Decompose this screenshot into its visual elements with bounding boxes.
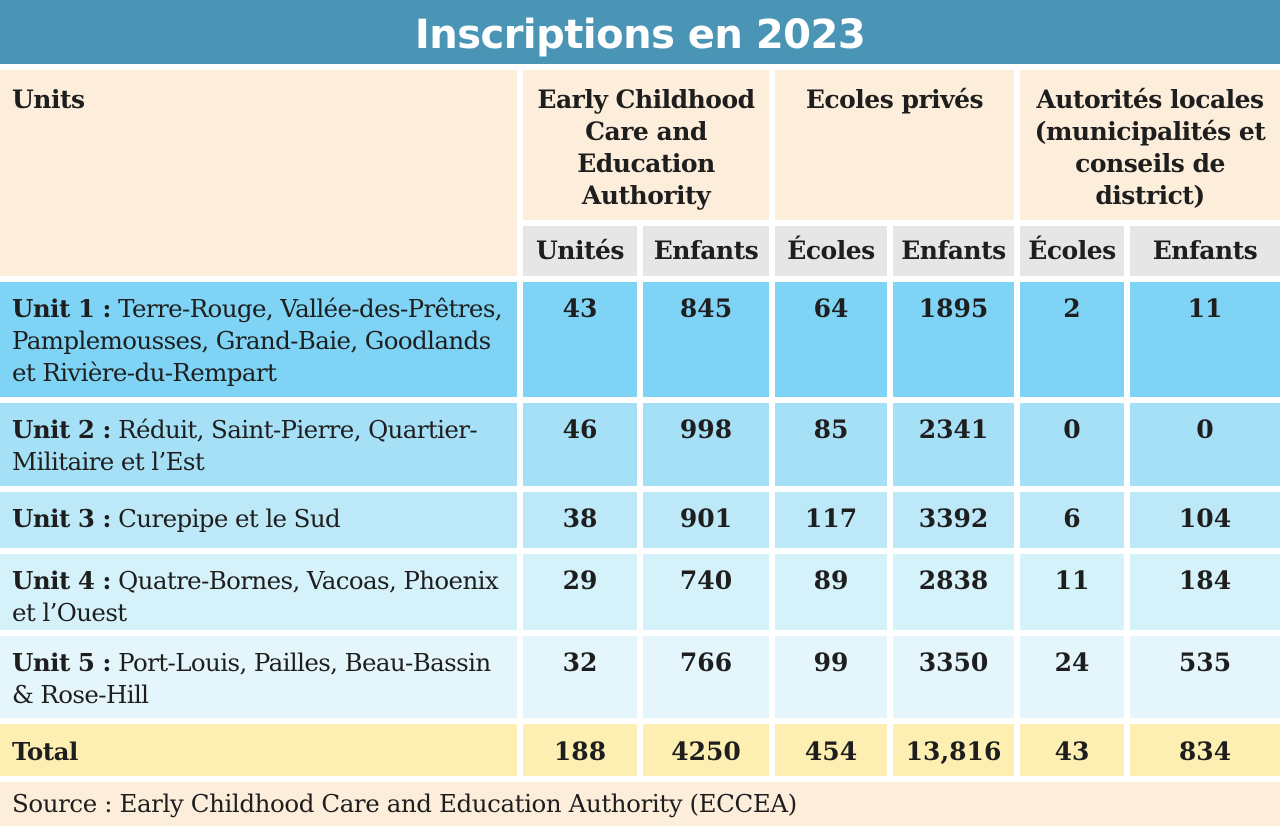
table-cell: 535 — [1130, 636, 1280, 718]
subheader: Écoles — [775, 226, 887, 276]
table-cell: 11 — [1020, 554, 1124, 630]
total-label-text: Total — [12, 737, 78, 766]
subheader: Enfants — [893, 226, 1014, 276]
table-cell: 998 — [643, 403, 769, 486]
table-cell: 1895 — [893, 282, 1014, 397]
unit-area: Port-Louis, Pailles, Beau-Bassin & Rose-… — [12, 648, 491, 709]
subheader: Enfants — [1130, 226, 1280, 276]
table-cell: 99 — [775, 636, 887, 718]
unit-area: Terre-Rouge, Vallée-des-Prêtres, Pamplem… — [12, 294, 503, 387]
table-cell: 64 — [775, 282, 887, 397]
table-cell: 32 — [523, 636, 637, 718]
table-cell: 184 — [1130, 554, 1280, 630]
table-cell: 3350 — [893, 636, 1014, 718]
unit-name: Unit 1 : — [12, 294, 111, 323]
table-cell: 24 — [1020, 636, 1124, 718]
table-cell: 46 — [523, 403, 637, 486]
table-cell: 2341 — [893, 403, 1014, 486]
unit-name: Unit 4 : — [12, 566, 111, 595]
unit-name: Unit 5 : — [12, 648, 111, 677]
source-note: Source : Early Childhood Care and Educat… — [0, 782, 1280, 826]
total-cell: 188 — [523, 724, 637, 776]
table-cell: 845 — [643, 282, 769, 397]
unit-area: Quatre-Bornes, Vacoas, Phoenix et l’Oues… — [12, 566, 499, 627]
table-cell: 6 — [1020, 492, 1124, 548]
header-units: Units — [0, 70, 517, 276]
header-group-local-authorities: Autorités locales (municipalités et cons… — [1020, 70, 1280, 220]
total-cell: 13,816 — [893, 724, 1014, 776]
table-cell: 11 — [1130, 282, 1280, 397]
total-cell: 454 — [775, 724, 887, 776]
subheader: Écoles — [1020, 226, 1124, 276]
unit-name: Unit 3 : — [12, 504, 111, 533]
table-cell: 901 — [643, 492, 769, 548]
unit-area: Réduit, Saint-Pierre, Quartier-Militaire… — [12, 415, 478, 476]
table-cell: 2 — [1020, 282, 1124, 397]
subheader: Unités — [523, 226, 637, 276]
table-cell: 0 — [1020, 403, 1124, 486]
total-cell: 834 — [1130, 724, 1280, 776]
table-cell: 43 — [523, 282, 637, 397]
table-cell: 104 — [1130, 492, 1280, 548]
row-label: Unit 3 : Curepipe et le Sud — [0, 492, 517, 548]
row-label: Unit 1 : Terre-Rouge, Vallée-des-Prêtres… — [0, 282, 517, 397]
enrollment-table: Units Early Childhood Care and Education… — [0, 70, 1280, 826]
unit-area: Curepipe et le Sud — [118, 504, 341, 533]
table-cell: 117 — [775, 492, 887, 548]
table-cell: 38 — [523, 492, 637, 548]
row-label: Unit 4 : Quatre-Bornes, Vacoas, Phoenix … — [0, 554, 517, 630]
table-title: Inscriptions en 2023 — [0, 0, 1280, 64]
total-label: Total — [0, 724, 517, 776]
total-cell: 43 — [1020, 724, 1124, 776]
header-group-private-schools: Ecoles privés — [775, 70, 1014, 220]
table-cell: 3392 — [893, 492, 1014, 548]
total-cell: 4250 — [643, 724, 769, 776]
subheader: Enfants — [643, 226, 769, 276]
table-cell: 85 — [775, 403, 887, 486]
row-label: Unit 2 : Réduit, Saint-Pierre, Quartier-… — [0, 403, 517, 486]
unit-name: Unit 2 : — [12, 415, 111, 444]
table-cell: 2838 — [893, 554, 1014, 630]
table-cell: 29 — [523, 554, 637, 630]
table-cell: 89 — [775, 554, 887, 630]
header-group-eccea: Early Childhood Care and Education Autho… — [523, 70, 769, 220]
row-label: Unit 5 : Port-Louis, Pailles, Beau-Bassi… — [0, 636, 517, 718]
table-cell: 766 — [643, 636, 769, 718]
table-cell: 740 — [643, 554, 769, 630]
table-cell: 0 — [1130, 403, 1280, 486]
